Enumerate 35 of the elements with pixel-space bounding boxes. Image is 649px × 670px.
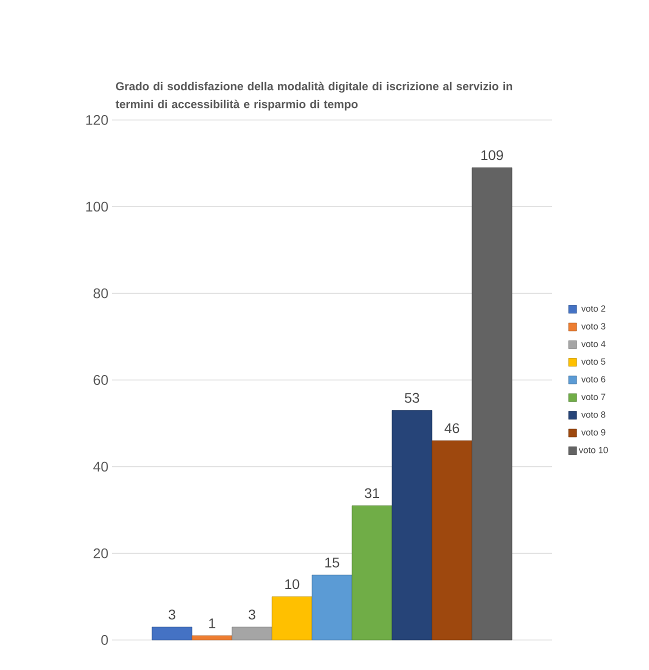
data-label: 109: [481, 150, 503, 160]
data-label: 53: [404, 392, 420, 403]
y-tick-label: 120: [86, 115, 108, 125]
bar: [192, 635, 232, 640]
data-label: 10: [285, 579, 300, 590]
legend-label: voto 3: [581, 323, 606, 330]
legend-label: voto 2: [581, 305, 606, 312]
y-tick-label: 40: [93, 462, 108, 472]
bar: [352, 505, 392, 640]
data-label: 3: [248, 610, 256, 620]
legend-label: voto 9: [581, 429, 606, 436]
legend-label: voto 4: [581, 340, 606, 348]
bar: [392, 410, 432, 640]
data-label: 15: [325, 558, 340, 568]
data-label: 46: [444, 423, 460, 434]
legend-label: voto 5: [581, 358, 606, 365]
y-tick-label: 60: [94, 375, 108, 385]
data-label: 31: [364, 488, 380, 498]
data-label: 1: [209, 618, 216, 628]
legend-label: voto 10: [578, 446, 608, 454]
bar: [432, 440, 472, 640]
y-tick-label: 20: [94, 548, 108, 558]
bar: [232, 626, 272, 640]
legend-label: voto 8: [581, 411, 606, 418]
bar: [152, 626, 192, 640]
bar: [312, 574, 352, 640]
bar: [472, 167, 512, 640]
data-label: 3: [168, 610, 176, 620]
legend-label: voto 6: [581, 376, 606, 382]
y-tick-label: 100: [86, 202, 108, 212]
legend-label: voto 7: [581, 394, 606, 400]
bar: [272, 596, 312, 640]
y-tick-label: 80: [94, 288, 108, 298]
chart-title: Grado di soddisfazione della modalità digitale di iscrizione al servizio in termini di accessibilità e risparmio di tempo: [116, 82, 512, 110]
y-tick-label: 0: [101, 635, 108, 645]
